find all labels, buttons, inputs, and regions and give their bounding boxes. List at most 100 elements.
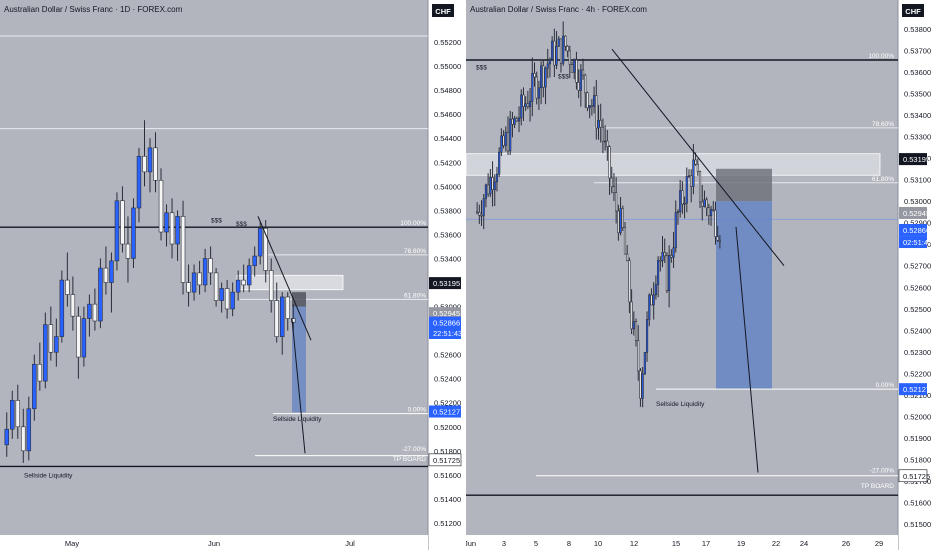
candle-body [659, 260, 662, 262]
candle-body [696, 163, 699, 172]
candle-body [599, 120, 602, 128]
candle-body [557, 38, 560, 47]
candle-body [643, 352, 646, 375]
candle-body [213, 272, 219, 301]
entry-box [716, 168, 772, 202]
y-tick-label: 0.53100 [904, 176, 931, 185]
candle-body [533, 73, 536, 78]
candle-body [246, 265, 252, 286]
price-tag-label: 0.52127 [903, 385, 930, 394]
price-tag [429, 405, 461, 418]
price-tag [899, 236, 927, 249]
candle-body [575, 59, 578, 83]
candle-body [291, 318, 296, 323]
y-tick-label: 0.51800 [904, 456, 931, 465]
y-tick-label: 0.54200 [434, 158, 461, 167]
candle-body [484, 184, 488, 200]
candle-body [235, 279, 241, 293]
candle-body [131, 207, 136, 259]
y-tick-label: 0.52500 [904, 305, 931, 314]
y-tick-label: 0.52900 [904, 219, 931, 228]
chart-title: Australian Dollar / Swiss Franc · 1D · F… [4, 5, 183, 14]
y-tick-label: 0.52200 [434, 399, 461, 408]
candle-body [548, 59, 552, 65]
currency-label: CHF [905, 7, 921, 16]
fib-level-label: TP BOARD [861, 483, 894, 490]
y-tick-label: 0.53600 [904, 68, 931, 77]
supply-zone [466, 153, 881, 176]
candle-body [718, 240, 721, 242]
candle-body [630, 301, 633, 330]
x-tick-label: 8 [567, 539, 571, 548]
candle-body [668, 255, 671, 292]
trend-line [611, 48, 785, 267]
currency-label: CHF [435, 7, 451, 16]
candle-body [65, 279, 70, 295]
y-tick-label: 0.53400 [904, 111, 931, 120]
candle-body [639, 370, 642, 399]
price-tag-label: 0.51725 [433, 456, 460, 465]
y-tick-label: 0.51600 [434, 471, 461, 480]
candle-body [648, 294, 651, 320]
candle-body [619, 208, 622, 234]
candle-body [694, 159, 697, 165]
candle-body [285, 296, 290, 319]
candle-body [568, 50, 571, 65]
time-axis-panel [0, 535, 428, 550]
candle-body [48, 324, 54, 353]
candle-body [153, 147, 158, 181]
y-tick-label: 0.51800 [434, 447, 461, 456]
price-tag [429, 307, 461, 320]
fib-level-label: 78.60% [404, 248, 426, 255]
fib-level-label: 78.60% [872, 121, 894, 128]
annotation-label: $$$ [236, 221, 247, 228]
fib-level-label: TP BOARD [393, 456, 426, 463]
candle-body [15, 400, 21, 428]
candle-body [136, 155, 142, 209]
y-tick-label: 0.53800 [904, 25, 931, 34]
candle-body [495, 173, 499, 183]
candle-body [164, 212, 169, 233]
candle-body [657, 260, 660, 285]
x-tick-label: 17 [702, 539, 710, 548]
y-tick-label: 0.52000 [434, 423, 461, 432]
candle-body [142, 155, 147, 173]
candle-body [566, 45, 569, 52]
annotation-label: $$$ [211, 217, 222, 224]
y-tick-label: 0.53600 [434, 230, 461, 239]
candle-body [687, 175, 691, 177]
candle-body [522, 94, 525, 107]
fib-level-label: 100.00% [400, 220, 426, 227]
y-tick-label: 0.53800 [434, 206, 461, 215]
candle-body [531, 73, 534, 102]
candle-body [515, 118, 518, 122]
candle-body [652, 294, 655, 306]
candle-body [487, 184, 490, 195]
candle-body [698, 171, 702, 203]
x-tick-label: 12 [630, 539, 638, 548]
chart-pane-right[interactable]: CHF Australian Dollar / Swiss Franc · 4h … [466, 0, 932, 550]
candle-body [628, 260, 631, 303]
candle-body [54, 336, 59, 353]
chart-pane-left[interactable]: CHF Australian Dollar / Swiss Franc · 1D … [0, 0, 466, 550]
projection-arrow [291, 318, 306, 454]
candle-body [665, 255, 668, 292]
fib-level-label: -27.00% [870, 468, 894, 475]
price-tag [428, 453, 462, 467]
candle-body [703, 199, 706, 207]
candle-body [263, 228, 268, 271]
candle-body [268, 270, 274, 301]
candle-body [650, 294, 653, 306]
candle-body [509, 118, 512, 152]
candle-body [224, 288, 230, 310]
fib-level-label: -27.00% [402, 446, 426, 453]
y-tick-label: 0.52400 [434, 375, 461, 384]
candle-body [542, 65, 545, 88]
candle-body [230, 291, 235, 310]
candle-body [180, 216, 186, 283]
candle-body [701, 201, 704, 207]
y-tick-label: 0.53400 [434, 254, 461, 263]
y-tick-label: 0.51400 [434, 495, 461, 504]
candle-body [241, 279, 246, 286]
